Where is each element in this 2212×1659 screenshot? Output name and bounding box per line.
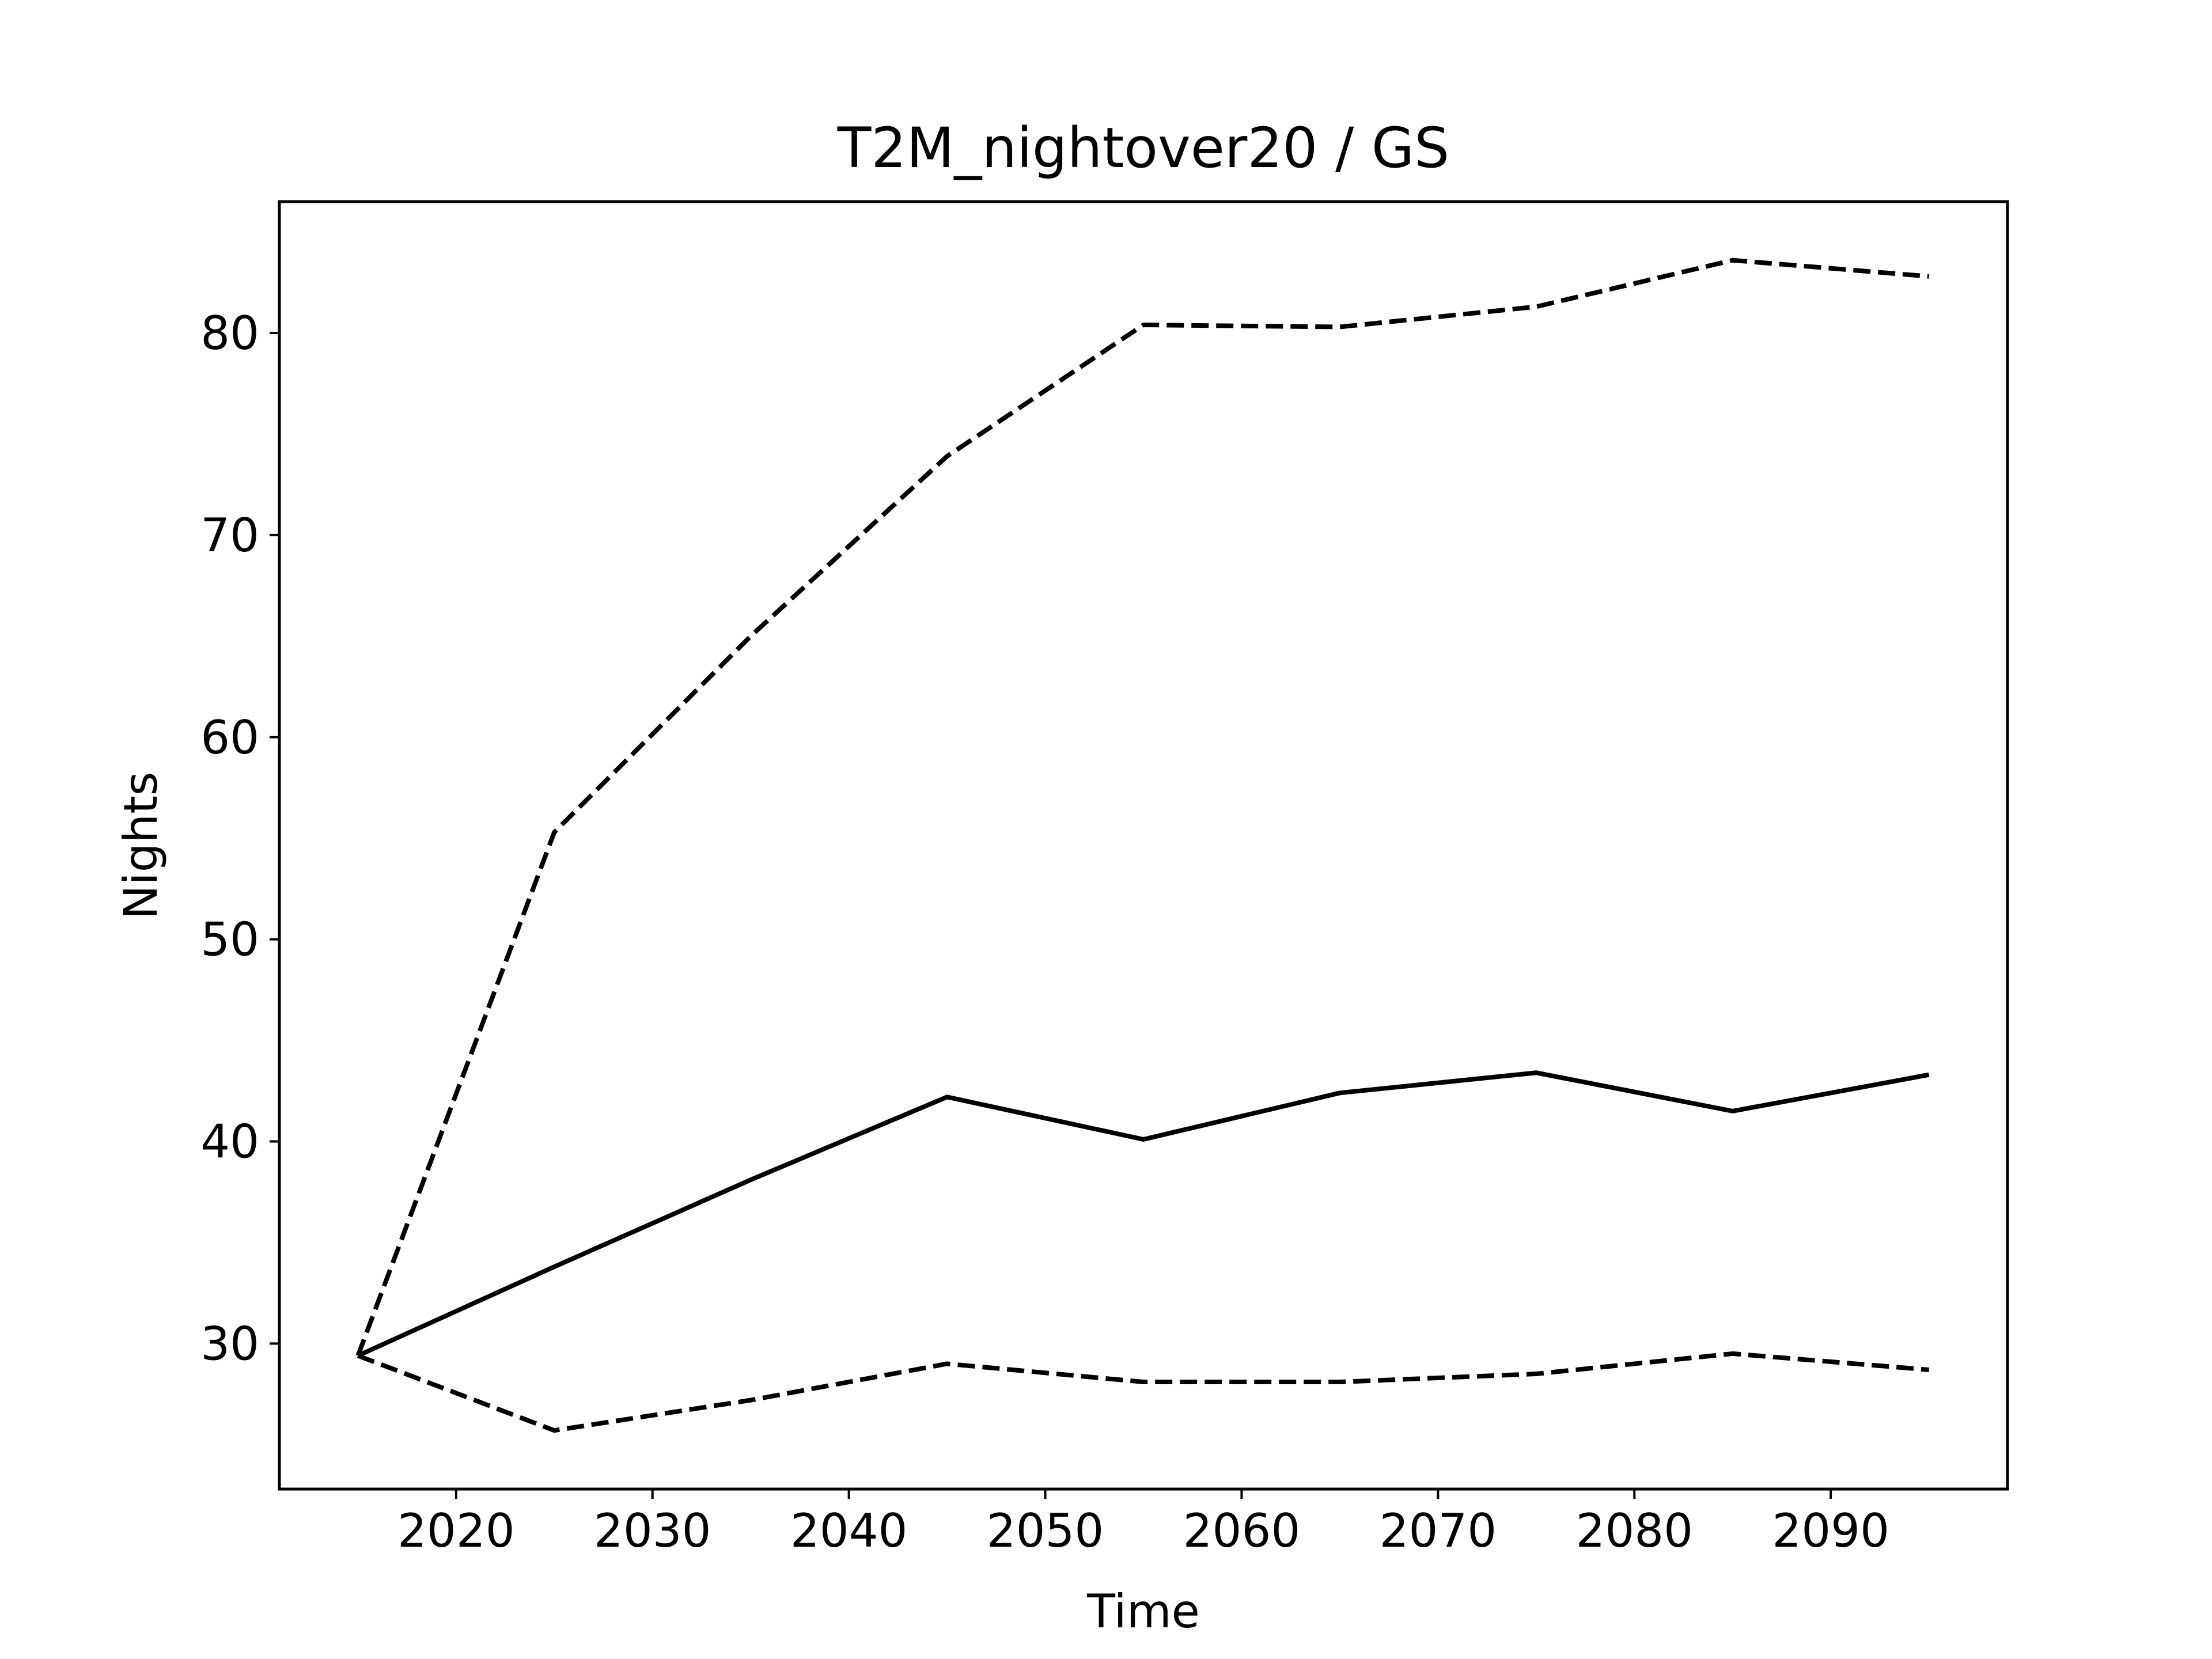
plot-frame bbox=[278, 200, 2009, 1491]
x-tick-label: 2050 bbox=[987, 1504, 1104, 1558]
y-tick-label: 50 bbox=[200, 913, 259, 967]
y-tick-label: 40 bbox=[200, 1115, 259, 1169]
x-axis-label: Time bbox=[1086, 1585, 1200, 1638]
chart-title: T2M_nightover20 / GS bbox=[837, 116, 1449, 180]
y-tick-label: 70 bbox=[200, 509, 259, 562]
x-tick-label: 2090 bbox=[1772, 1504, 1889, 1558]
y-axis: 30 40 50 60 70 80 bbox=[200, 306, 279, 1370]
x-tick-label: 2030 bbox=[594, 1504, 711, 1558]
x-tick-label: 2040 bbox=[790, 1504, 908, 1558]
series-line-3 bbox=[357, 1351, 1929, 1433]
y-tick-label: 30 bbox=[200, 1317, 259, 1370]
x-tick-label: 2070 bbox=[1380, 1504, 1497, 1558]
x-tick-label: 2020 bbox=[397, 1504, 515, 1558]
y-tick-label: 60 bbox=[200, 711, 259, 764]
y-tick-label: 80 bbox=[200, 306, 259, 360]
x-axis: 2020 2030 2040 2050 2060 2070 2080 2090 bbox=[397, 1489, 1889, 1558]
series-line-2 bbox=[355, 257, 1929, 1357]
y-axis-label: Nights bbox=[114, 772, 168, 920]
series-layer bbox=[355, 257, 1930, 1433]
x-tick-label: 2080 bbox=[1575, 1504, 1693, 1558]
x-tick-label: 2060 bbox=[1183, 1504, 1301, 1558]
series-line-1 bbox=[357, 1070, 1930, 1358]
